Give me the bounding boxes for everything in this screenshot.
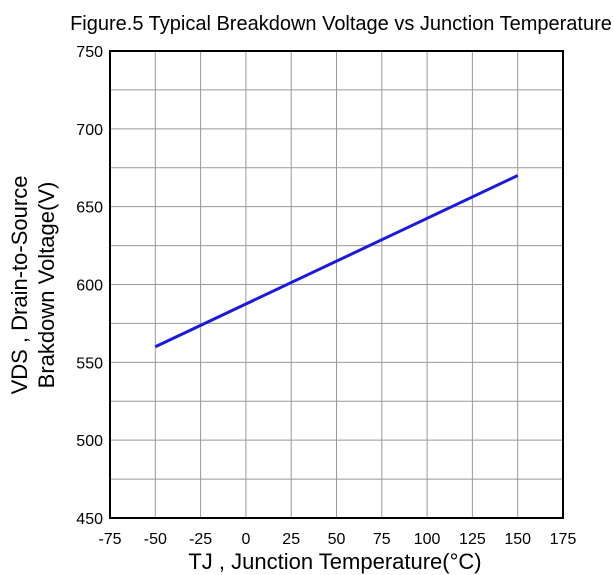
x-tick-label: 125: [459, 531, 486, 548]
x-tick-label: 175: [550, 531, 577, 548]
y-axis-label-line2: Brakdown Voltage(V): [34, 182, 59, 389]
chart-title: Figure.5 Typical Breakdown Voltage vs Ju…: [70, 13, 612, 35]
x-tick-label: 75: [373, 531, 391, 548]
data-series: [154, 174, 519, 349]
x-tick-label: -25: [189, 531, 212, 548]
y-tick-label: 700: [76, 122, 103, 139]
x-axis-label: TJ , Junction Temperature(°C): [188, 549, 481, 574]
y-tick-label: 500: [76, 433, 103, 450]
x-tick-label: -75: [98, 531, 121, 548]
grid: [110, 51, 563, 518]
y-tick-label: 450: [76, 511, 103, 528]
y-axis-label-line1: VDS , Drain-to-Source: [7, 176, 32, 395]
x-tick-label: 25: [282, 531, 300, 548]
y-tick-label: 600: [76, 278, 103, 295]
x-tick-label: 50: [328, 531, 346, 548]
y-axis-ticks: 450 500 550 600 650 700 750: [76, 44, 103, 528]
x-tick-label: 0: [241, 531, 250, 548]
y-tick-label: 650: [76, 200, 103, 217]
y-tick-label: 550: [76, 355, 103, 372]
y-tick-label: 750: [76, 44, 103, 61]
series-line: [154, 174, 519, 349]
x-tick-label: -50: [144, 531, 167, 548]
x-tick-label: 100: [414, 531, 441, 548]
x-tick-label: 150: [504, 531, 531, 548]
plot-area: [109, 50, 564, 519]
x-axis-ticks: -75 -50 -25 0 25 50 75 100 125 150 175: [98, 531, 576, 548]
